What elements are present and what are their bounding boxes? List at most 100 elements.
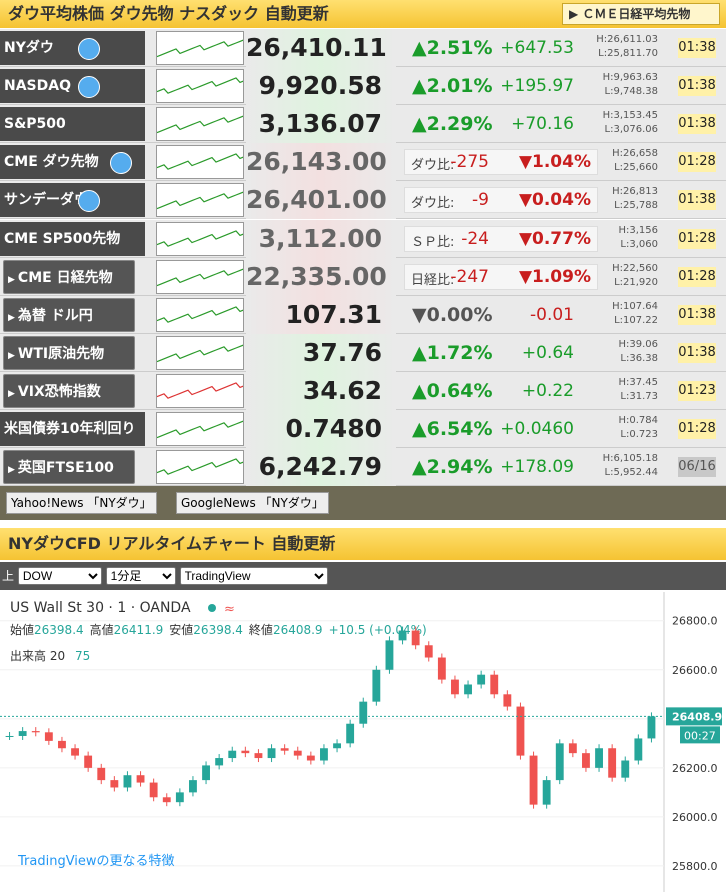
status-dot: [208, 604, 216, 612]
low: L:5,952.44: [604, 467, 658, 479]
tv-link[interactable]: TradingViewの更なる特徴: [17, 854, 175, 869]
name-text: サンデーダウ: [4, 192, 88, 209]
price-tag: [666, 707, 722, 726]
arrow: ▶: [8, 388, 15, 399]
high-low: H:26,611.03 L:25,811.70: [590, 33, 658, 61]
volume-value: 75: [75, 649, 90, 663]
twitter-icon[interactable]: [110, 152, 132, 175]
candle: [634, 738, 643, 761]
high: H:6,105.18: [602, 453, 658, 465]
candle: [18, 731, 27, 736]
change: +0.0460: [500, 419, 574, 439]
quote-name[interactable]: S&P500: [0, 107, 145, 142]
mini-line: [156, 77, 244, 95]
ohlc-label: 終値: [249, 622, 273, 637]
candle: [44, 732, 53, 741]
quote-value: 3,112.00: [246, 219, 396, 258]
quote-name[interactable]: NYダウ: [0, 31, 145, 65]
update-time: 01:38: [678, 114, 716, 135]
mini-line: [156, 191, 244, 210]
candle: [346, 723, 355, 744]
quote-value: 26,143.00: [246, 143, 396, 182]
cme-button[interactable]: ▶ ＣＭＥ日経平均先物: [562, 3, 720, 25]
high-low: H:107.64 L:107.22: [590, 300, 658, 328]
update-time: 01:38: [678, 304, 716, 325]
quote-name[interactable]: ▶ CME 日経先物: [3, 259, 135, 294]
mini-chart: [156, 69, 244, 104]
section-header: NYダウCFD リアルタイムチャート 自動更新: [0, 528, 726, 560]
mini-line: [156, 458, 244, 476]
quote-name[interactable]: 米国債券10年利回り: [0, 412, 145, 446]
mini-line: [156, 115, 244, 134]
ohlc-value: 26411.9: [114, 623, 164, 637]
quote-name[interactable]: NASDAQ: [0, 69, 145, 104]
mini-line: [156, 420, 244, 439]
mini-chart: [156, 145, 244, 180]
name-text: CME ダウ先物: [4, 154, 99, 171]
name-text: 英国FTSE100: [17, 460, 114, 477]
quote-row: NASDAQ 9,920.58 ▲2.01% +195.97 H:9,963.63 L:9…: [0, 67, 726, 106]
low: L:25,811.70: [598, 48, 658, 59]
change-pct: ▲2.29%: [412, 113, 493, 136]
low: L:107.22: [614, 314, 658, 326]
candle: [306, 755, 315, 761]
high: H:107.64: [612, 300, 658, 312]
mini-frame: [156, 183, 244, 218]
update-time: 01:38: [678, 190, 716, 211]
mini-line: [156, 153, 244, 171]
mini-frame: [156, 412, 244, 446]
name-text: VIX恐怖指数: [17, 383, 101, 400]
twitter-icon[interactable]: [78, 38, 100, 60]
quote-name[interactable]: CME SP500先物: [0, 221, 145, 256]
change: -24: [461, 228, 489, 249]
quote-name[interactable]: サンデーダウ: [0, 183, 145, 218]
compare-label: 日経比:: [411, 272, 455, 288]
news-link[interactable]: GoogleNews 「NYダウ」: [176, 492, 329, 514]
ohlc-label: 始値: [10, 622, 34, 637]
button-label: ＣＭＥ日経平均先物: [582, 7, 691, 21]
mini-frame: [156, 259, 244, 294]
name-text: S&P500: [4, 116, 66, 133]
candle: [293, 750, 302, 756]
quote-name[interactable]: ▶ WTI原油先物: [3, 335, 135, 370]
name-text: WTI原油先物: [17, 345, 105, 362]
change-pct: ▼0.77%: [518, 228, 591, 249]
quote-row: サンデーダウ 26,401.00 ダウ比: -9 ▼0.04% H:26,813 L:25,…: [0, 181, 726, 220]
news-bar: Yahoo!News 「NYダウ」 GoogleNews 「NYダウ」: [0, 486, 726, 520]
volume-label: 出来高: [10, 649, 46, 663]
quote-row: 米国債券10年利回り 0.7480 ▲6.54% +0.0460 H:0.784 L:0.…: [0, 410, 726, 448]
plot: 26800.026600.026400.026200.026000.025800…: [0, 615, 722, 873]
quote-row: ▶ WTI原油先物 37.76 ▲1.72% +0.64 H:39.06 L:36.38 01…: [0, 333, 726, 372]
quote-name[interactable]: ▶ VIX恐怖指数: [3, 373, 135, 408]
ohlc-label: 高値: [90, 622, 114, 637]
twitter-icon[interactable]: [78, 190, 100, 213]
news-link[interactable]: Yahoo!News 「NYダウ」: [6, 492, 157, 514]
update-time: 01:38: [678, 38, 716, 58]
low: L:25,660: [614, 162, 658, 174]
compare-label: ダウ比:: [411, 158, 455, 174]
twitter-icon[interactable]: [78, 76, 100, 99]
mini-frame: [156, 335, 244, 370]
interval-select[interactable]: 1分足: [105, 567, 176, 585]
candle: [398, 630, 407, 641]
provider-select[interactable]: TradingView: [179, 567, 328, 585]
symbol-select[interactable]: DOW: [17, 567, 102, 585]
candle: [254, 753, 263, 759]
low: L:3,060: [620, 238, 658, 250]
high: H:22,560: [612, 262, 658, 274]
name-text: CME 日経先物: [17, 269, 113, 286]
mini-line: [156, 344, 244, 363]
quote-name[interactable]: ▶ 為替 ドル円: [3, 297, 135, 332]
candle: [31, 731, 40, 733]
high-low: H:37.45 L:31.73: [590, 376, 658, 404]
change-pct: ▲2.01%: [412, 75, 493, 98]
mini-frame: [156, 221, 244, 256]
candle: [516, 706, 525, 756]
quote-name[interactable]: ▶ 英国FTSE100: [3, 450, 135, 485]
compare-box: 日経比: -247 ▼1.09%: [404, 263, 598, 290]
change: -9: [472, 190, 489, 211]
candle: [84, 755, 93, 768]
mini-frame: [156, 450, 244, 485]
quote-name[interactable]: CME ダウ先物: [0, 145, 145, 180]
